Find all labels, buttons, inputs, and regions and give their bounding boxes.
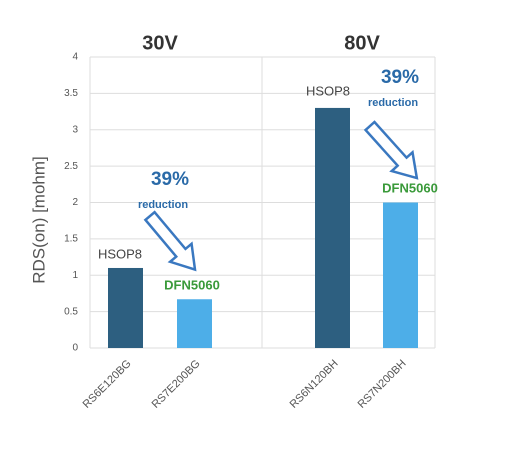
reduction-text: reduction bbox=[138, 199, 188, 211]
bar-label: HSOP8 bbox=[306, 83, 350, 98]
y-tick-label: 3.5 bbox=[64, 88, 78, 99]
group-label: 30V bbox=[142, 32, 178, 54]
arrow bbox=[143, 210, 197, 272]
bar-label: HSOP8 bbox=[98, 246, 142, 261]
arrow bbox=[363, 120, 419, 180]
bar-label: DFN5060 bbox=[164, 277, 220, 292]
x-tick-label: RS6N120BH bbox=[288, 358, 341, 411]
y-tick-label: 3 bbox=[72, 124, 78, 135]
group-label: 80V bbox=[344, 32, 380, 54]
bar-label: DFN5060 bbox=[382, 180, 438, 195]
y-tick-label: 0.5 bbox=[64, 306, 78, 317]
y-axis-label: RDS(on) [mohm] bbox=[29, 156, 48, 284]
reduction-percent: 39% bbox=[381, 67, 419, 88]
reduction-percent: 39% bbox=[151, 169, 189, 190]
y-tick-label: 0 bbox=[72, 343, 78, 354]
bar bbox=[383, 202, 418, 348]
x-tick-label: RS6E120BG bbox=[81, 358, 134, 411]
bar bbox=[108, 267, 143, 348]
x-tick-label: RS7E200BG bbox=[150, 358, 203, 411]
bar bbox=[315, 107, 350, 348]
bar bbox=[177, 299, 212, 348]
y-tick-label: 2 bbox=[72, 197, 78, 208]
reduction-text: reduction bbox=[368, 97, 418, 109]
y-tick-label: 1 bbox=[72, 270, 78, 281]
y-tick-label: 2.5 bbox=[64, 161, 78, 172]
x-tick-label: RS7N200BH bbox=[356, 358, 409, 411]
y-tick-label: 4 bbox=[72, 52, 78, 63]
y-tick-label: 1.5 bbox=[64, 234, 78, 245]
